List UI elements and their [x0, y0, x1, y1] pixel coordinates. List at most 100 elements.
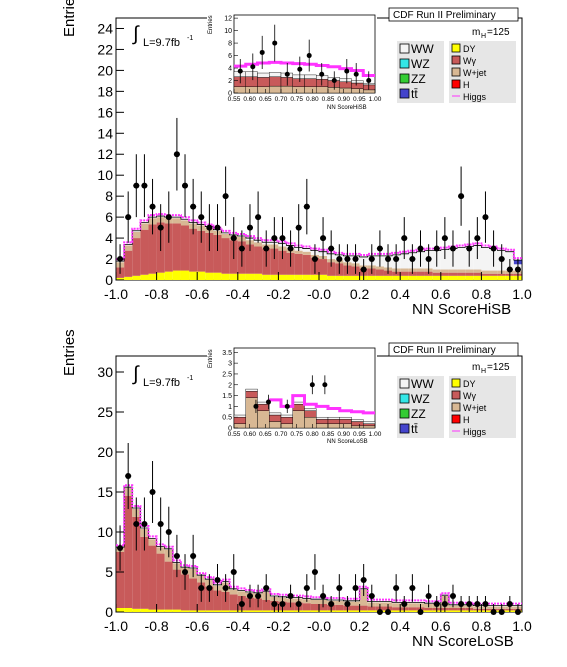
stack-bar-dy: [124, 608, 133, 612]
stack-bar-w: [465, 272, 474, 276]
y-tick-label: 0: [105, 272, 113, 288]
losb-y-axis-label: Entries: [61, 329, 78, 376]
stack-bar-dy: [351, 610, 360, 612]
inset-y-tick-label: 0: [228, 426, 232, 433]
y-tick-label: 8: [105, 188, 113, 204]
losb-lumi-sup: -1: [187, 375, 193, 382]
inset-stack-bar: [269, 76, 282, 87]
inset-stack-bar: [304, 86, 317, 94]
inset-data-point: [309, 382, 315, 388]
data-point: [336, 256, 343, 263]
inset-x-tick-label: 0.75: [290, 96, 303, 103]
data-point: [352, 585, 359, 591]
inset-x-tick-label: 0.95: [353, 96, 366, 103]
inset-x-tick-label: 0.80: [306, 431, 319, 438]
y-tick-label: 16: [97, 104, 113, 120]
stack-bar-wjet: [408, 603, 417, 608]
legend-label: DY: [463, 379, 476, 389]
higgs-band: [116, 213, 522, 261]
legend-swatch: [451, 79, 461, 89]
stack-bar-dy: [343, 275, 352, 280]
stack-bar-w: [302, 254, 311, 275]
hisb-x-axis-label: NN ScoreHiSB: [412, 301, 511, 318]
x-tick-label: -0.8: [145, 286, 169, 302]
losb-y-ticks: 0 5 10 15 20 25 30: [97, 364, 124, 620]
data-point: [222, 585, 229, 591]
legend-swatch: [399, 408, 410, 419]
stack-bar-wjet: [254, 242, 263, 247]
data-point: [490, 245, 497, 252]
stack-bar-w: [310, 604, 319, 611]
inset-x-tick-label: 0.60: [243, 96, 256, 103]
stack-bar-dy: [156, 272, 165, 280]
stack-bar-dy: [164, 271, 173, 280]
stack-bar-w: [424, 608, 433, 611]
inset-stack-bar: [363, 89, 376, 94]
legend-swatch: [451, 390, 461, 400]
y-tick-label: 24: [97, 20, 113, 36]
hisb-title: CDF Run II Preliminary: [393, 10, 496, 21]
inset-stack-bar: [245, 86, 258, 94]
data-point: [401, 235, 408, 242]
data-point: [376, 609, 383, 615]
inset-stack-bar: [327, 419, 340, 424]
stack-bar-dy: [229, 273, 238, 280]
data-point: [149, 203, 156, 210]
stack-bar-dy: [254, 610, 263, 612]
data-point: [141, 521, 148, 527]
legend-label: WZ: [411, 392, 430, 406]
data-point: [320, 235, 327, 242]
stack-bar-dy: [180, 270, 190, 280]
inset-stack-bar: [292, 86, 305, 94]
legend-swatch: [399, 73, 410, 84]
legend-label: ZZ: [411, 72, 426, 86]
x-tick-label: 0.6: [431, 286, 451, 302]
inset-y-tick-label: 6: [228, 53, 232, 60]
losb-data-group: [117, 443, 521, 615]
stack-bar-dy: [489, 275, 498, 280]
inset-stack-bar: [233, 414, 246, 418]
data-point: [393, 585, 400, 591]
losb-inset-y-label: Entries: [208, 349, 214, 368]
data-point: [149, 489, 156, 495]
stack-bar-wjet: [440, 269, 449, 273]
stack-bar-wjet: [481, 270, 490, 274]
data-point: [198, 585, 205, 591]
y-tick-label: 14: [97, 125, 113, 141]
y-tick-label: 2: [105, 251, 113, 267]
inset-x-tick-label: 0.85: [322, 431, 335, 438]
stack-bar-dy: [180, 610, 190, 612]
data-point: [385, 256, 392, 263]
y-tick-label: 4: [105, 230, 113, 246]
inset-stack-bar: [280, 423, 293, 429]
data-point: [474, 601, 481, 607]
stack-bar-dy: [302, 610, 311, 612]
stack-bar-w: [254, 246, 263, 274]
stack-bar-dy: [367, 275, 376, 280]
stack-bar-w: [432, 272, 441, 276]
stack-bar-wjet: [302, 251, 311, 255]
data-point: [255, 214, 262, 221]
inset-y-tick-label: 12: [224, 16, 232, 23]
data-point: [222, 193, 229, 200]
stack-bar-dy: [310, 610, 319, 612]
stack-bar-dy: [473, 275, 482, 280]
inset-stack-bar: [257, 410, 270, 429]
inset-stack-bar: [363, 425, 376, 429]
inset-x-tick-label: 0.65: [259, 96, 272, 103]
x-tick-label: 0.4: [390, 286, 410, 302]
y-tick-label: 25: [97, 404, 113, 420]
stack-bar-dy: [278, 274, 287, 280]
stack-bar-ww: [140, 222, 149, 224]
x-tick-label: -1.0: [104, 286, 128, 302]
data-point: [157, 224, 164, 231]
y-tick-label: 20: [97, 62, 113, 78]
x-tick-label: 0.2: [350, 618, 370, 634]
data-point: [279, 601, 286, 607]
stack-bar-dy: [497, 275, 506, 280]
x-tick-label: 0.6: [431, 618, 451, 634]
data-point: [344, 256, 351, 263]
y-tick-label: 22: [97, 41, 113, 57]
hisb-inset-x-label: NN ScoreHiSB: [327, 105, 367, 111]
data-point: [198, 214, 205, 221]
